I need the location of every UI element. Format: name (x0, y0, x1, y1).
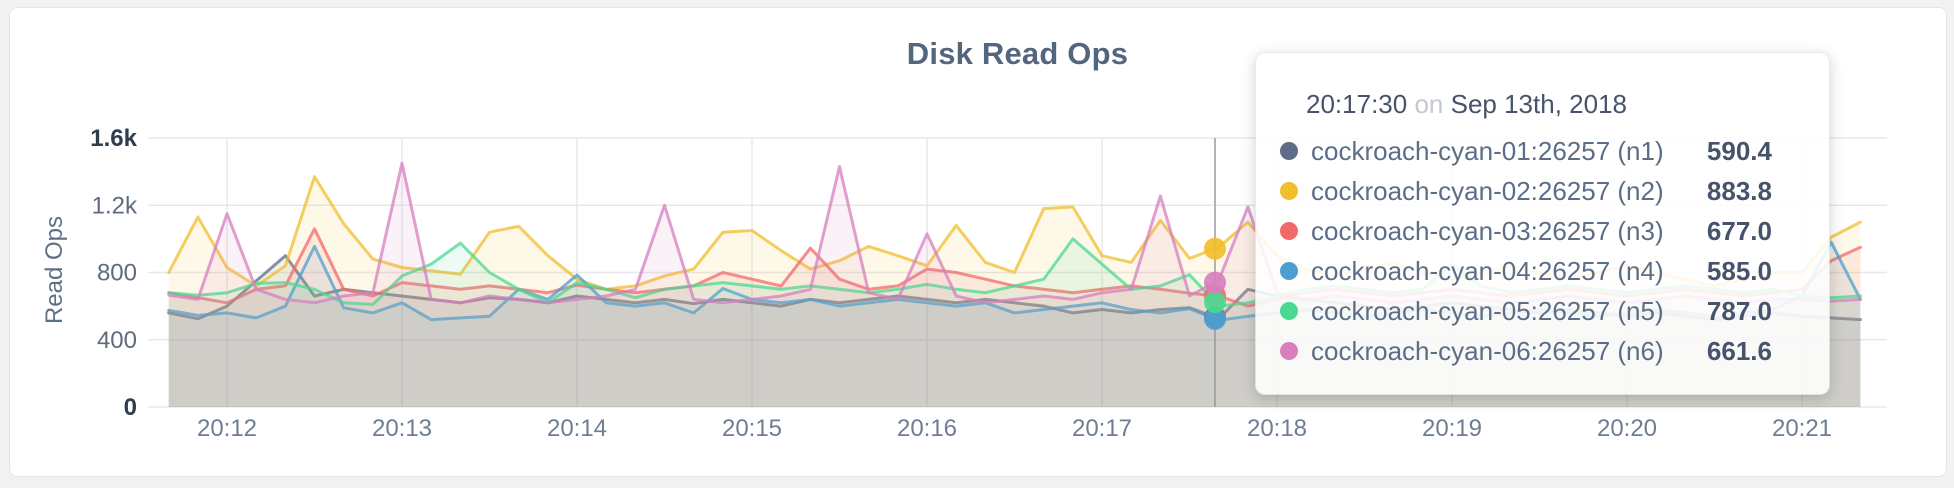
x-tick-20:14: 20:14 (547, 415, 607, 442)
tooltip-series-value: 661.6 (1706, 335, 1772, 366)
tooltip-series-value: 585.0 (1706, 255, 1772, 286)
tooltip-series-value: 677.0 (1706, 215, 1772, 246)
tooltip-series-label: cockroach-cyan-05:26257 (n5) (1311, 295, 1664, 326)
series-color-dot-icon (1280, 302, 1298, 320)
x-tick-20:20: 20:20 (1597, 415, 1657, 442)
x-tick-20:15: 20:15 (722, 415, 782, 442)
hover-tooltip: 20:17:30 on Sep 13th, 2018 cockroach-cya… (1255, 52, 1830, 395)
x-tick-20:19: 20:19 (1422, 415, 1482, 442)
hover-dot-n5 (1204, 291, 1226, 314)
tooltip-series-row: cockroach-cyan-06:26257 (n6) 661.6 (1256, 331, 1829, 371)
series-color-dot-icon (1280, 142, 1298, 160)
series-color-dot-icon (1280, 262, 1298, 280)
tooltip-series-label: cockroach-cyan-04:26257 (n4) (1311, 255, 1664, 286)
tooltip-time: 20:17:30 (1306, 89, 1408, 119)
y-tick-1.2k: 1.2k (92, 192, 138, 219)
x-tick-20:21: 20:21 (1772, 415, 1832, 442)
x-tick-20:17: 20:17 (1072, 415, 1132, 442)
tooltip-header: 20:17:30 on Sep 13th, 2018 (1306, 89, 1829, 119)
y-tick-400: 400 (97, 327, 137, 354)
y-tick-1.6k: 1.6k (90, 125, 137, 152)
x-tick-20:18: 20:18 (1247, 415, 1307, 442)
y-tick-800: 800 (97, 260, 137, 287)
x-tick-20:13: 20:13 (372, 415, 432, 442)
tooltip-series-label: cockroach-cyan-03:26257 (n3) (1311, 215, 1664, 246)
series-color-dot-icon (1280, 342, 1298, 360)
tooltip-date: Sep 13th, 2018 (1450, 89, 1627, 119)
tooltip-series-label: cockroach-cyan-06:26257 (n6) (1311, 335, 1664, 366)
tooltip-series-value: 590.4 (1706, 135, 1772, 166)
chart-title: Disk Read Ops (906, 36, 1129, 71)
y-tick-0: 0 (124, 394, 137, 421)
hover-dot-n6 (1204, 271, 1226, 294)
y-axis-title: Read Ops (41, 215, 68, 325)
tooltip-conjunction: on (1414, 89, 1444, 119)
tooltip-rows: cockroach-cyan-01:26257 (n1) 590.4 cockr… (1256, 131, 1829, 371)
tooltip-series-label: cockroach-cyan-01:26257 (n1) (1311, 135, 1664, 166)
hover-dot-n2 (1204, 237, 1226, 260)
series-color-dot-icon (1280, 222, 1298, 240)
tooltip-series-row: cockroach-cyan-04:26257 (n4) 585.0 (1256, 251, 1829, 291)
hover-dot-n4 (1204, 307, 1226, 330)
series-color-dot-icon (1280, 182, 1298, 200)
tooltip-series-row: cockroach-cyan-03:26257 (n3) 677.0 (1256, 211, 1829, 251)
tooltip-series-value: 883.8 (1706, 175, 1772, 206)
tooltip-series-row: cockroach-cyan-02:26257 (n2) 883.8 (1256, 171, 1829, 211)
tooltip-series-row: cockroach-cyan-01:26257 (n1) 590.4 (1256, 131, 1829, 171)
x-tick-20:16: 20:16 (897, 415, 957, 442)
x-tick-20:12: 20:12 (197, 415, 257, 442)
tooltip-series-label: cockroach-cyan-02:26257 (n2) (1311, 175, 1664, 206)
tooltip-series-row: cockroach-cyan-05:26257 (n5) 787.0 (1256, 291, 1829, 331)
tooltip-series-value: 787.0 (1706, 295, 1772, 326)
